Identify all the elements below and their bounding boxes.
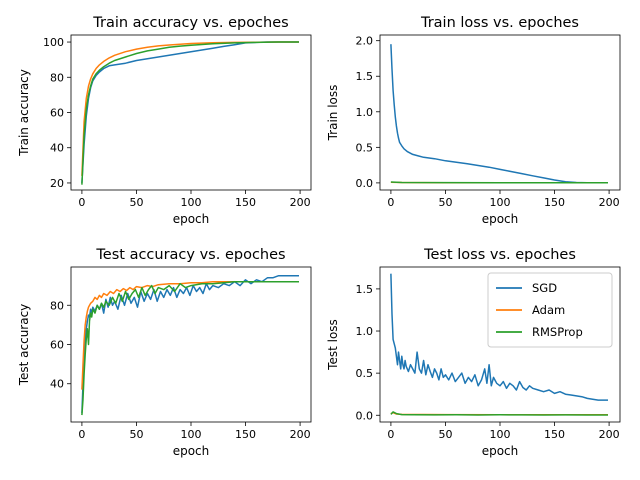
series-line-sgd <box>390 273 608 401</box>
y-tick-label: 1.5 <box>356 283 374 296</box>
series-line-sgd <box>81 41 299 184</box>
subplot-1: 0 50 100 150 200 20 40 60 80 100 Train accuracy vs… <box>17 15 312 226</box>
x-tick-label: 150 <box>235 428 256 441</box>
x-tick-label: 0 <box>387 428 394 441</box>
y-tick-label: 40 <box>50 378 64 391</box>
y-tick-label: 80 <box>50 71 64 84</box>
chart-title: Test loss vs. epoches <box>423 247 576 263</box>
y-tick-label: 0.5 <box>356 367 374 380</box>
y-tick-label: 1.0 <box>356 325 374 338</box>
x-axis-label: epoch <box>173 212 210 226</box>
y-tick-label: 100 <box>43 36 64 49</box>
y-tick-label: 60 <box>50 339 64 352</box>
x-tick-label: 50 <box>129 428 143 441</box>
axes-frame <box>379 34 621 191</box>
series-line-adam <box>81 41 299 176</box>
legend-box <box>487 272 613 348</box>
y-axis-label: Test loss <box>326 319 340 371</box>
axes-frame <box>70 34 312 191</box>
x-tick-label: 0 <box>78 196 85 209</box>
y-axis-label: Train loss <box>326 85 340 142</box>
x-tick-label: 200 <box>290 428 311 441</box>
x-tick-label: 100 <box>490 428 511 441</box>
y-axis-label: Train accuracy <box>17 69 31 157</box>
x-tick-label: 0 <box>78 428 85 441</box>
x-tick-label: 150 <box>544 428 565 441</box>
x-tick-label: 50 <box>438 196 452 209</box>
legend-label-adam: Adam <box>532 303 565 317</box>
series-line-rmsprop <box>390 411 608 416</box>
y-tick-label: 0.5 <box>356 141 374 154</box>
chart-title: Test accuracy vs. epoches <box>95 247 285 263</box>
y-tick-label: 40 <box>50 142 64 155</box>
x-tick-label: 150 <box>544 196 565 209</box>
x-axis-label: epoch <box>482 444 519 458</box>
legend-label-rmsprop: RMSProp <box>532 325 583 339</box>
x-tick-label: 100 <box>490 196 511 209</box>
x-tick-label: 50 <box>438 428 452 441</box>
y-tick-label: 20 <box>50 177 64 190</box>
x-tick-label: 150 <box>235 196 256 209</box>
y-tick-label: 2.0 <box>356 35 374 48</box>
x-tick-label: 200 <box>599 428 620 441</box>
x-tick-label: 100 <box>181 428 202 441</box>
y-tick-label: 1.5 <box>356 70 374 83</box>
subplot-2: 0 50 100 150 200 0.0 0.5 1.0 1.5 2.0 Train loss vs… <box>326 15 621 226</box>
x-axis-label: epoch <box>482 212 519 226</box>
series-line-rmsprop <box>390 181 608 184</box>
y-tick-label: 0.0 <box>356 409 374 422</box>
y-tick-label: 1.0 <box>356 106 374 119</box>
legend-label-sgd: SGD <box>532 281 557 295</box>
x-tick-label: 50 <box>129 196 143 209</box>
series-line-adam <box>81 280 299 390</box>
y-tick-label: 60 <box>50 107 64 120</box>
legend: SGD Adam RMSProp <box>487 272 613 348</box>
x-axis-label: epoch <box>173 444 210 458</box>
series-line-sgd <box>81 275 299 414</box>
y-axis-label: Test accuracy <box>17 304 31 387</box>
x-tick-label: 100 <box>181 196 202 209</box>
subplot-4: 0 50 100 150 200 0.0 0.5 1.0 1.5 Test loss vs. ep… <box>326 247 621 458</box>
series-line-rmsprop <box>81 41 299 185</box>
subplot-3: 0 50 100 150 200 40 60 80 Test accuracy vs. epoc… <box>17 247 312 458</box>
series-line-rmsprop <box>81 280 299 416</box>
x-tick-label: 200 <box>599 196 620 209</box>
y-tick-label: 80 <box>50 299 64 312</box>
series-line-sgd <box>390 44 608 184</box>
chart-title: Train loss vs. epoches <box>420 15 579 31</box>
y-tick-label: 0.0 <box>356 177 374 190</box>
x-tick-label: 0 <box>387 196 394 209</box>
x-tick-label: 200 <box>290 196 311 209</box>
chart-title: Train accuracy vs. epoches <box>92 15 288 31</box>
